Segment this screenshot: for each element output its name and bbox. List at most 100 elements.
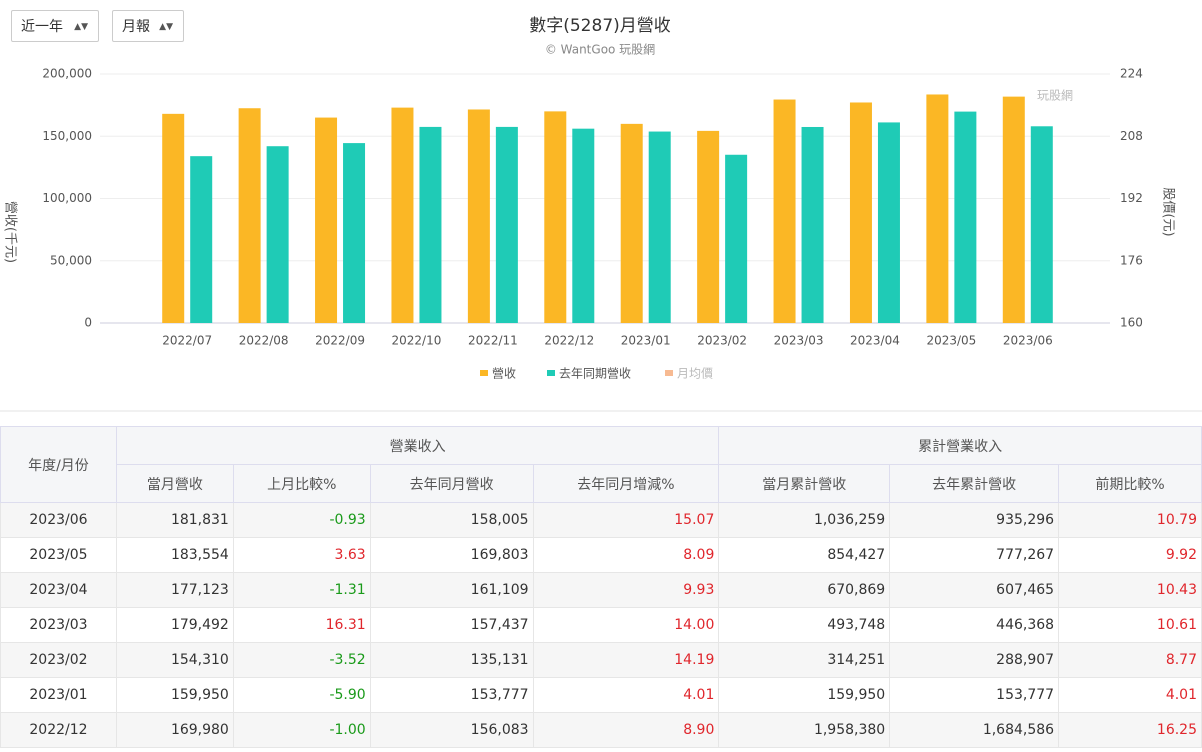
cell: 2023/03 <box>0 607 117 643</box>
column-header: 上月比較% <box>232 464 371 503</box>
y2-tick-label: 160 <box>1120 316 1143 330</box>
cell: 2023/02 <box>0 642 117 678</box>
data-row: 2023/02 154,310 -3.52 135,131 14.19 314,251 28… <box>0 642 1202 678</box>
cell: 1,958,380 <box>718 712 891 748</box>
arrow: ▲▼ <box>74 22 88 32</box>
cell: 9.92 <box>1058 537 1202 573</box>
chart-subtitle: © WantGoo 玩股網 <box>545 43 655 57</box>
cell: 288,907 <box>889 642 1060 678</box>
cell: -5.90 <box>232 677 371 713</box>
cell: 854,427 <box>718 537 891 573</box>
legend-label: 月均價 <box>677 367 713 381</box>
x-tick-label: 2022/12 <box>544 334 594 348</box>
data-row: 2023/01 159,950 -5.90 153,777 4.01 159,950 153… <box>0 677 1202 713</box>
data-row: 2023/05 183,554 3.63 169,803 8.09 854,427 777,… <box>0 537 1202 573</box>
cell: 2023/01 <box>0 677 117 713</box>
cell: 1,036,259 <box>718 502 891 538</box>
cell: 10.61 <box>1058 607 1202 643</box>
cell: 10.79 <box>1058 502 1202 538</box>
cell: 183,554 <box>115 537 234 573</box>
column-header: 當月累計營收 <box>718 464 891 503</box>
row-header: 年度/月份 <box>0 426 117 503</box>
interval-text: 月報 <box>122 19 150 35</box>
cell: -1.00 <box>232 712 371 748</box>
bar <box>315 117 338 323</box>
legend-marker <box>665 370 673 376</box>
group-header: 累計營業收入 <box>718 426 1202 465</box>
x-tick-label: 2022/07 <box>162 334 212 348</box>
column-header: 前期比較% <box>1058 464 1202 503</box>
cell: 169,803 <box>369 537 534 573</box>
cell: 2022/12 <box>0 712 117 748</box>
cell: 670,869 <box>718 572 891 608</box>
cell: 8.09 <box>532 537 720 573</box>
cell: 161,109 <box>369 572 534 608</box>
bar <box>801 126 824 323</box>
cell: 153,777 <box>369 677 534 713</box>
x-tick-label: 2023/06 <box>1003 334 1053 348</box>
cell: 159,950 <box>115 677 234 713</box>
y-tick-label: 200,000 <box>42 67 92 81</box>
bar <box>162 113 185 323</box>
cell: 16.25 <box>1058 712 1202 748</box>
chart: 數字(5287)月營收 © WantGoo 玩股網 玩股網 營收(千元) 股價(… <box>0 16 1202 412</box>
bar <box>238 108 261 323</box>
arrow: ▲▼ <box>159 22 173 32</box>
cell: 156,083 <box>369 712 534 748</box>
cell: 154,310 <box>115 642 234 678</box>
x-tick-label: 2022/08 <box>239 334 289 348</box>
cell: 9.93 <box>532 572 720 608</box>
chart-title: 數字(5287)月營收 <box>529 16 671 36</box>
x-tick-label: 2023/01 <box>621 334 671 348</box>
cell: 15.07 <box>532 502 720 538</box>
y-tick-label: 100,000 <box>42 191 92 205</box>
period-text: 近一年 <box>21 19 63 35</box>
revenue-table: 年度/月份 營業收入 累計營業收入 當月營收 上月比較% 去年同月營收 去年同月增減% 當月累… <box>0 426 1202 748</box>
column-header: 當月營收 <box>115 464 234 503</box>
bar <box>544 111 567 323</box>
column-header: 去年同月營收 <box>369 464 534 503</box>
y2-tick-label: 224 <box>1120 67 1143 81</box>
bar <box>954 111 977 323</box>
cell: 4.01 <box>1058 677 1202 713</box>
x-tick-label: 2023/04 <box>850 334 900 348</box>
bar <box>620 123 643 324</box>
cell: 179,492 <box>115 607 234 643</box>
header-row: 當月營收 上月比較% 去年同月營收 去年同月增減% 當月累計營收 去年累計營收 前期比較% <box>1 464 1202 503</box>
legend-marker <box>547 370 555 376</box>
y2-tick-label: 208 <box>1120 129 1143 143</box>
bar <box>849 102 872 323</box>
watermark: 玩股網 <box>1037 89 1073 103</box>
cell: 153,777 <box>889 677 1060 713</box>
cell: -3.52 <box>232 642 371 678</box>
cell: 607,465 <box>889 572 1060 608</box>
cell: -1.31 <box>232 572 371 608</box>
cell: 177,123 <box>115 572 234 608</box>
x-tick-label: 2022/10 <box>392 334 442 348</box>
data-row: 2022/12 169,980 -1.00 156,083 8.90 1,958,380 1… <box>0 712 1202 748</box>
cell: 10.43 <box>1058 572 1202 608</box>
y-axis-label: 營收(千元) <box>3 201 18 263</box>
bar <box>1002 96 1025 323</box>
cell: 446,368 <box>889 607 1060 643</box>
cell: 159,950 <box>718 677 891 713</box>
x-tick-label: 2022/11 <box>468 334 518 348</box>
cell: 493,748 <box>718 607 891 643</box>
cell: 2023/05 <box>0 537 117 573</box>
bar <box>572 128 595 323</box>
header-row: 年度/月份 營業收入 累計營業收入 <box>0 426 1202 503</box>
cell: 2023/06 <box>0 502 117 538</box>
x-tick-label: 2023/05 <box>926 334 976 348</box>
x-tick-label: 2022/09 <box>315 334 365 348</box>
legend-marker <box>480 370 488 376</box>
legend-label: 去年同期營收 <box>559 367 631 381</box>
bar <box>266 146 289 323</box>
data-row: 2023/04 177,123 -1.31 161,109 9.93 670,869 607… <box>0 572 1202 608</box>
period-select[interactable]: 近一年 ▲▼ <box>11 10 99 42</box>
y-tick-label: 0 <box>84 316 92 330</box>
cell: 181,831 <box>115 502 234 538</box>
column-header: 去年累計營收 <box>889 464 1060 503</box>
y2-tick-label: 192 <box>1120 191 1143 205</box>
interval-select[interactable]: 月報 ▲▼ <box>112 10 184 42</box>
cell: 16.31 <box>232 607 371 643</box>
